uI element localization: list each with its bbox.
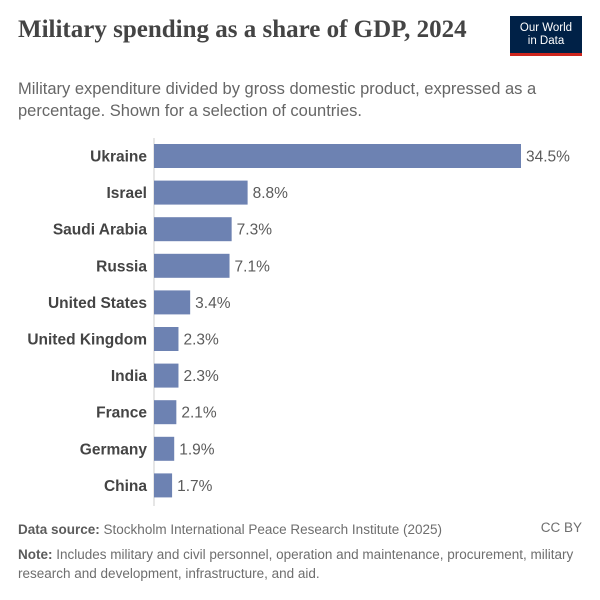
category-label: Germany bbox=[80, 441, 148, 458]
category-label: Russia bbox=[96, 258, 147, 275]
value-label: 1.9% bbox=[179, 441, 215, 458]
value-label: 2.3% bbox=[183, 368, 219, 385]
bar-united-kingdom[interactable] bbox=[154, 327, 179, 351]
data-source-label: Data source: bbox=[18, 522, 100, 537]
category-label: United States bbox=[48, 295, 147, 312]
value-label: 7.3% bbox=[237, 222, 273, 239]
data-source: Data source: Stockholm International Pea… bbox=[18, 520, 582, 539]
logo-line-1: Our World bbox=[519, 22, 573, 34]
value-label: 34.5% bbox=[526, 149, 570, 166]
category-label: Ukraine bbox=[90, 149, 147, 166]
chart-title: Military spending as a share of GDP, 202… bbox=[18, 16, 467, 43]
value-label: 2.1% bbox=[181, 405, 217, 422]
bar-ukraine[interactable] bbox=[154, 144, 521, 168]
owid-logo[interactable]: Our World in Data bbox=[510, 16, 582, 56]
bar-france[interactable] bbox=[154, 400, 177, 425]
data-source-link[interactable]: Stockholm International Peace Research I… bbox=[103, 522, 442, 537]
license-link[interactable]: CC BY bbox=[540, 520, 582, 535]
bar-israel[interactable] bbox=[154, 180, 248, 205]
value-label: 2.3% bbox=[183, 332, 219, 349]
note-label: Note: bbox=[18, 547, 53, 562]
bar-chart: Ukraine 34.5% Israel 8.8% Saudi Arabia 7.3% Ru… bbox=[27, 138, 570, 506]
bar-china[interactable] bbox=[154, 473, 173, 498]
category-label: Saudi Arabia bbox=[53, 222, 148, 239]
category-label: France bbox=[96, 405, 147, 422]
category-label: Israel bbox=[106, 185, 147, 202]
bar-germany[interactable] bbox=[154, 436, 175, 461]
category-label: China bbox=[104, 478, 147, 495]
chart-subtitle: Military expenditure divided by gross do… bbox=[18, 80, 537, 120]
category-label: United Kingdom bbox=[27, 332, 147, 349]
value-label: 3.4% bbox=[195, 295, 231, 312]
category-label: India bbox=[111, 368, 148, 385]
note-text: Includes military and civil personnel, o… bbox=[18, 547, 574, 581]
value-label: 8.8% bbox=[253, 185, 289, 202]
value-label: 7.1% bbox=[235, 258, 271, 275]
logo-accent-bar bbox=[510, 53, 582, 56]
bar-russia[interactable] bbox=[154, 253, 230, 278]
bar-saudi-arabia[interactable] bbox=[154, 217, 232, 242]
value-label: 1.7% bbox=[177, 478, 213, 495]
bar-india[interactable] bbox=[154, 363, 179, 388]
bar-united-states[interactable] bbox=[154, 290, 191, 315]
logo-line-2: in Data bbox=[527, 35, 565, 47]
chart-note: Note: Includes military and civil person… bbox=[18, 545, 582, 583]
